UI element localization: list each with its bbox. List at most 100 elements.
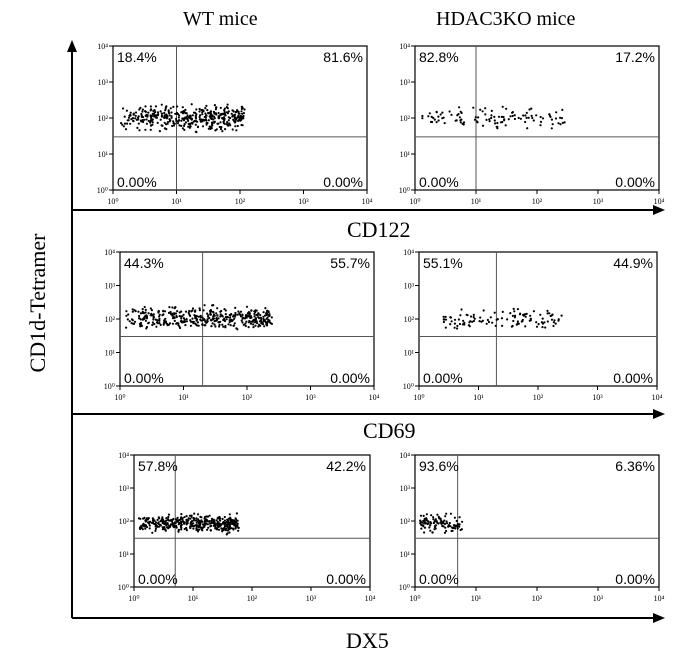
- panel-1-point: [134, 111, 138, 114]
- panel-6-point: [436, 513, 439, 516]
- panel-5-point: [156, 518, 159, 522]
- panel-2-point: [550, 118, 554, 121]
- panel-5-point: [228, 525, 232, 528]
- panel-3-point: [132, 322, 135, 325]
- panel-3-point: [184, 324, 187, 327]
- panel-3-point: [237, 310, 240, 313]
- panel-3-point: [199, 316, 202, 319]
- panel-1-quadrant-bottom-left: 0.00%: [117, 174, 157, 190]
- panel-1-point: [172, 124, 175, 127]
- panel-1-point: [234, 111, 237, 114]
- panel-1-point: [186, 114, 189, 117]
- panel-1-point: [194, 123, 197, 126]
- panel-5-point: [192, 516, 195, 520]
- panel-1-point: [226, 103, 229, 106]
- panel-4-point: [512, 319, 515, 323]
- panel-5-point: [190, 520, 194, 523]
- panel-3-point: [143, 316, 146, 320]
- panel-3-point: [133, 309, 136, 312]
- panel-3-point: [181, 321, 184, 324]
- panel-1-point: [187, 116, 190, 119]
- panel-2-point: [541, 117, 545, 120]
- panel-5-point: [218, 515, 221, 519]
- panel-5-point: [165, 519, 168, 522]
- panel-3-point: [224, 313, 227, 316]
- panel-1-point: [222, 120, 225, 123]
- panel-5-point: [209, 529, 212, 532]
- panel-3-point: [232, 314, 235, 317]
- panel-1-point: [218, 125, 221, 129]
- panel-4-point: [486, 318, 489, 322]
- panel-1-point: [239, 114, 242, 118]
- panel-3-point: [265, 321, 268, 325]
- panel-5-point: [231, 522, 234, 525]
- panel-1-point: [240, 123, 243, 127]
- panel-1-point: [156, 114, 159, 117]
- panel-2-point: [437, 119, 440, 122]
- panel-4-quadrant-bottom-left: 0.00%: [423, 370, 463, 386]
- panel-1-point: [144, 128, 147, 131]
- panel-3-point: [229, 318, 233, 321]
- panel-3-point: [169, 312, 172, 315]
- panel-1-point: [144, 110, 147, 113]
- panel-6-point: [431, 531, 434, 534]
- panel-5-point: [172, 517, 175, 521]
- panel-3-point: [245, 305, 249, 308]
- panel-2-point: [435, 110, 438, 113]
- panel-1-point: [201, 125, 205, 128]
- panel-3-point: [262, 311, 265, 314]
- panel-2-point: [490, 109, 493, 112]
- panel-1-point: [175, 119, 178, 122]
- panel-6-frame: [414, 454, 660, 588]
- panel-1-point: [195, 108, 198, 111]
- panel-3-point: [256, 314, 259, 317]
- panel-1-point: [206, 109, 209, 112]
- panel-4-point: [560, 314, 563, 317]
- panel-3-point: [240, 315, 243, 318]
- panel-1-point: [181, 106, 184, 109]
- panel-3-point: [125, 310, 128, 313]
- panel-1-point: [205, 114, 208, 117]
- panel-1-point: [243, 108, 246, 111]
- panel-4-point: [442, 318, 445, 321]
- panel-5-point: [161, 521, 164, 525]
- panel-5-point: [208, 522, 212, 525]
- panel-2-point: [427, 115, 430, 118]
- panel-1-point: [204, 112, 207, 115]
- panel-5-point: [140, 526, 143, 530]
- panel-2-point: [494, 122, 497, 125]
- panel-3-point: [144, 311, 147, 314]
- panel-3-point: [268, 314, 271, 317]
- column-title-ko: HDAC3KO mice: [436, 8, 576, 30]
- panel-5-point: [151, 517, 154, 520]
- panel-2-point: [490, 114, 493, 117]
- panel-1-point: [154, 114, 158, 117]
- panel-1-point: [184, 112, 187, 115]
- panel-3-point: [210, 325, 213, 328]
- panel-1-point: [178, 114, 181, 117]
- panel-4-point: [478, 320, 481, 323]
- panel-4-point: [541, 322, 545, 325]
- panel-3-point: [171, 314, 174, 317]
- main-y-axis-arrow: [67, 40, 77, 52]
- panel-3-point: [204, 320, 207, 323]
- panel-4-point: [522, 313, 525, 316]
- panel-1-point: [217, 116, 220, 119]
- panel-1-point: [175, 117, 178, 120]
- panel-3-point: [252, 323, 255, 326]
- panel-3-point: [156, 319, 159, 322]
- panel-1-point: [213, 104, 216, 107]
- panel-3-point: [264, 314, 267, 317]
- panel-3-point: [191, 317, 194, 320]
- panel-3-point: [180, 310, 183, 313]
- panel-1-point: [183, 117, 186, 120]
- panel-5-point: [208, 514, 211, 517]
- panel-1-point: [150, 108, 153, 111]
- panel-1-point: [159, 110, 162, 113]
- panel-4-point: [511, 314, 514, 317]
- panel-5-point: [196, 513, 200, 516]
- panel-6-point: [445, 512, 448, 515]
- panel-1-point: [163, 111, 166, 115]
- panel-4-point: [450, 320, 453, 323]
- panel-5-point: [148, 524, 151, 527]
